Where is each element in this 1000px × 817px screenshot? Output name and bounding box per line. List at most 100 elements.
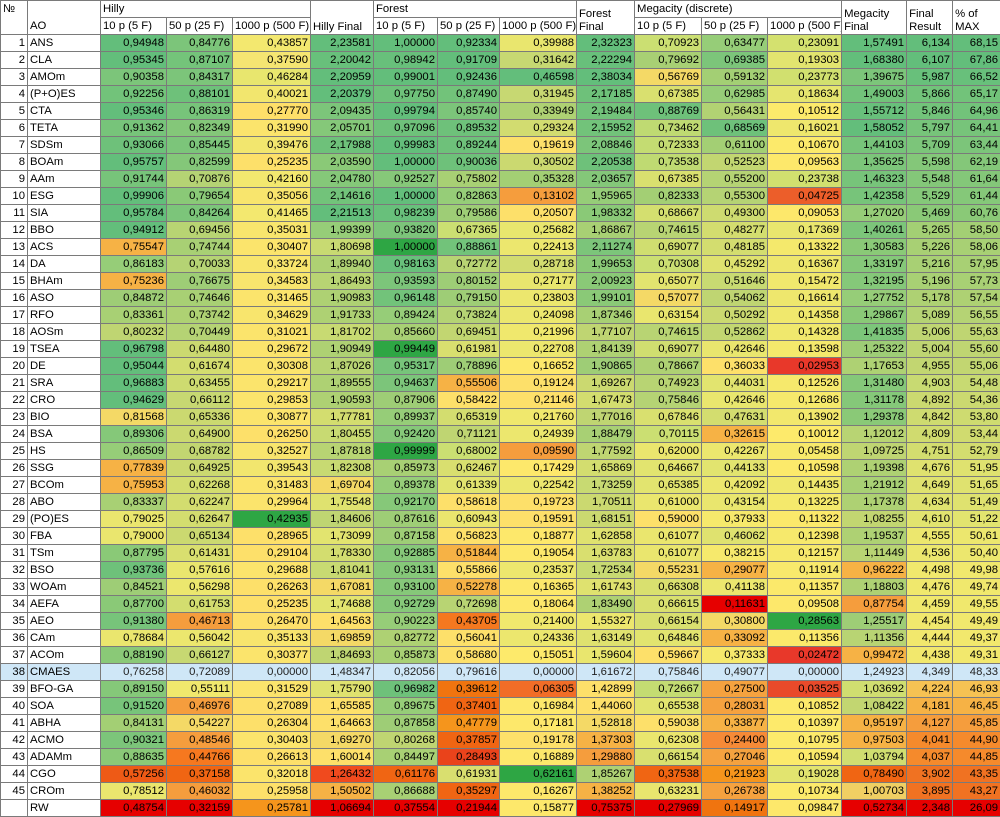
- score-cell: 60,76: [952, 204, 1000, 222]
- score-cell: 0,23091: [767, 34, 843, 52]
- score-cell: 0,31945: [498, 85, 578, 103]
- score-cell: 51,65: [952, 476, 1000, 494]
- score-cell: 1,69267: [576, 374, 636, 392]
- score-cell: 0,79692: [634, 51, 703, 69]
- score-cell: 50,40: [952, 544, 1000, 562]
- table-row: 9 AAm 0,91744 0,70876 0,42160 2,04780 0,92527 0…: [0, 170, 1000, 188]
- score-cell: 0,10012: [767, 425, 843, 443]
- score-cell: 0,65319: [437, 408, 500, 426]
- score-cell: 1,69704: [310, 476, 374, 494]
- score-cell: 0,69385: [701, 51, 769, 69]
- score-cell: 0,95784: [100, 204, 167, 222]
- table-row: 32 BSO 0,93736 0,57616 0,29688 1,81041 0,93131…: [0, 561, 1000, 579]
- score-cell: 0,28563: [767, 612, 843, 630]
- score-cell: 1,19537: [841, 527, 908, 545]
- score-cell: 0,95044: [100, 357, 167, 375]
- table-row: 26 SSG 0,77839 0,64925 0,39543 1,82308 0,85973…: [0, 459, 1000, 477]
- score-cell: 1,55327: [576, 612, 636, 630]
- row-index: 43: [0, 748, 28, 766]
- header-pct-max: % of MAX: [952, 0, 1000, 35]
- score-cell: 4,349: [906, 663, 954, 681]
- score-cell: 54,36: [952, 391, 1000, 409]
- row-index: 44: [0, 765, 28, 783]
- score-cell: 0,73824: [437, 306, 500, 324]
- score-cell: 0,59000: [634, 510, 703, 528]
- table-row: 8 BOAm 0,95757 0,82599 0,25235 2,03590 1,00000…: [0, 153, 1000, 171]
- score-cell: 0,42092: [701, 476, 769, 494]
- score-cell: 0,76675: [166, 272, 233, 290]
- score-cell: 46,93: [952, 680, 1000, 698]
- score-cell: 0,80152: [437, 272, 500, 290]
- score-cell: 0,16367: [767, 255, 843, 273]
- score-cell: 0,93066: [100, 136, 167, 154]
- score-cell: 1,81041: [310, 561, 374, 579]
- score-cell: 2,20538: [576, 153, 636, 171]
- row-index: 45: [0, 782, 28, 800]
- algorithm-name: TSEA: [27, 340, 101, 358]
- score-cell: 1,00000: [373, 187, 438, 205]
- score-cell: 0,11631: [701, 595, 769, 613]
- score-cell: 0,86688: [373, 782, 438, 800]
- score-cell: 0,95317: [373, 357, 438, 375]
- score-cell: 1,31178: [841, 391, 908, 409]
- header-forest-50p: 50 p (25 F): [437, 17, 500, 35]
- score-cell: 1,91733: [310, 306, 374, 324]
- row-index: 19: [0, 340, 28, 358]
- score-cell: 0,96883: [100, 374, 167, 392]
- score-cell: 0,37857: [437, 731, 500, 749]
- score-cell: 1,26432: [310, 765, 374, 783]
- score-cell: 0,25235: [232, 153, 311, 171]
- score-cell: 0,48546: [166, 731, 233, 749]
- score-cell: 0,65134: [166, 527, 233, 545]
- score-cell: 0,37554: [373, 799, 438, 817]
- score-cell: 0,14917: [701, 799, 769, 817]
- score-cell: 0,95345: [100, 51, 167, 69]
- algorithm-name: SSG: [27, 459, 101, 477]
- score-cell: 0,72698: [437, 595, 500, 613]
- row-index: 41: [0, 714, 28, 732]
- score-cell: 5,846: [906, 102, 954, 120]
- table-row: 10 ESG 0,99906 0,79654 0,35056 2,14616 1,00000…: [0, 187, 1000, 205]
- score-cell: 0,97503: [841, 731, 908, 749]
- score-cell: 0,46713: [166, 612, 233, 630]
- score-cell: 0,74923: [634, 374, 703, 392]
- score-cell: 0,30877: [232, 408, 311, 426]
- table-row: 5 CTA 0,95346 0,86319 0,27770 2,09435 0,99794 0…: [0, 102, 1000, 120]
- score-cell: 2,20379: [310, 85, 374, 103]
- score-cell: 2,09435: [310, 102, 374, 120]
- score-cell: 0,89244: [437, 136, 500, 154]
- score-cell: 0,27969: [634, 799, 703, 817]
- score-cell: 1,19398: [841, 459, 908, 477]
- score-cell: 0,19124: [498, 374, 578, 392]
- score-cell: 0,19723: [498, 493, 578, 511]
- score-cell: 0,29964: [232, 493, 311, 511]
- score-cell: 2,17988: [310, 136, 374, 154]
- results-body: 1 ANS 0,94948 0,84776 0,43857 2,23581 1,00000 0…: [0, 34, 1000, 817]
- score-cell: 1,63783: [576, 544, 636, 562]
- score-cell: 1,73259: [576, 476, 636, 494]
- score-cell: 2,05701: [310, 119, 374, 137]
- score-cell: 0,09590: [498, 442, 578, 460]
- score-cell: 0,11357: [767, 578, 843, 596]
- score-cell: 0,41465: [232, 204, 311, 222]
- score-cell: 4,037: [906, 748, 954, 766]
- score-cell: 0,94637: [373, 374, 438, 392]
- score-cell: 0,29217: [232, 374, 311, 392]
- score-cell: 0,90358: [100, 68, 167, 86]
- score-cell: 5,797: [906, 119, 954, 137]
- score-cell: 0,00000: [767, 663, 843, 681]
- score-cell: 0,95346: [100, 102, 167, 120]
- algorithm-name: CROm: [27, 782, 101, 800]
- score-cell: 1,49003: [841, 85, 908, 103]
- algorithm-name: CAm: [27, 629, 101, 647]
- score-cell: 0,55111: [166, 680, 233, 698]
- score-cell: 0,02472: [767, 646, 843, 664]
- score-cell: 1,99101: [576, 289, 636, 307]
- score-cell: 0,46598: [498, 68, 578, 86]
- score-cell: 1,72534: [576, 561, 636, 579]
- score-cell: 0,61931: [437, 765, 500, 783]
- score-cell: 4,555: [906, 527, 954, 545]
- score-cell: 0,85445: [166, 136, 233, 154]
- score-cell: 0,59667: [634, 646, 703, 664]
- score-cell: 5,226: [906, 238, 954, 256]
